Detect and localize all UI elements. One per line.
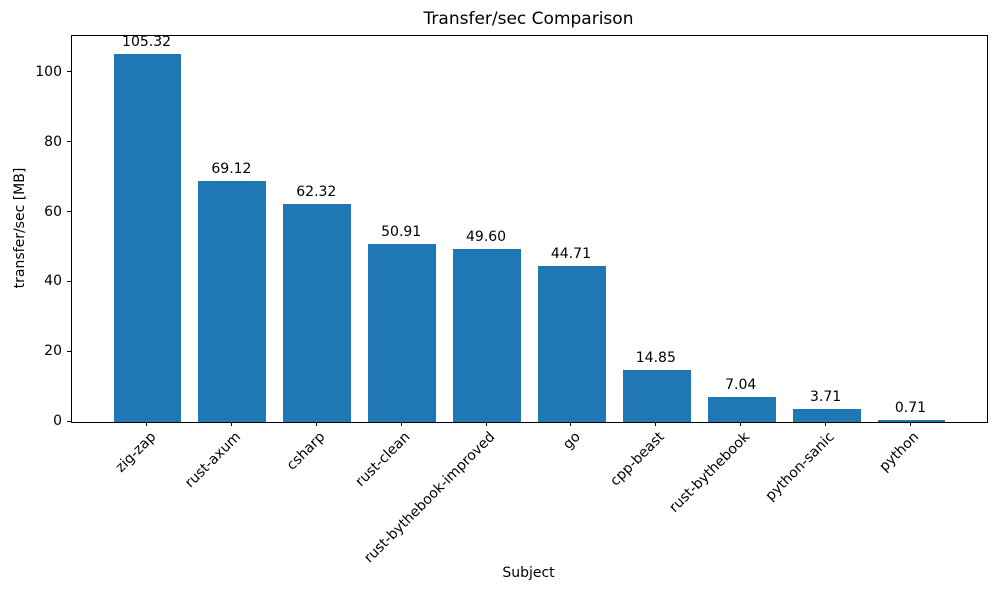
x-tick-mark [655, 422, 657, 426]
y-tick-label: 60 [44, 203, 62, 220]
y-tick-label: 40 [44, 273, 62, 290]
y-axis-label: transfer/sec [MB] [12, 167, 28, 289]
bar-rust-bythebook [707, 397, 776, 422]
plot-area [71, 35, 988, 423]
x-tick-mark [740, 422, 742, 426]
bar-rust-clean [368, 244, 437, 422]
bar-value-label: 14.85 [635, 350, 676, 367]
bar-cpp-beast [622, 370, 691, 422]
bar-rust-axum [198, 180, 267, 422]
bar-value-label: 49.60 [466, 228, 507, 245]
y-tick-label: 0 [53, 413, 62, 429]
x-tick-label-csharp: csharp [284, 429, 329, 474]
y-tick-label: 20 [44, 343, 62, 360]
x-tick-mark [485, 422, 487, 426]
y-tick-mark [67, 420, 71, 422]
x-tick-label-go: go [559, 429, 584, 453]
x-tick-mark [146, 422, 148, 426]
x-tick-label-python-sanic: python-sanic [762, 429, 838, 505]
x-tick-mark [400, 422, 402, 426]
y-tick-mark [67, 141, 71, 143]
bar-value-label: 44.71 [550, 245, 591, 262]
x-tick-mark [909, 422, 911, 426]
x-tick-mark [825, 422, 827, 426]
x-tick-mark [230, 422, 232, 426]
x-tick-label-cpp-beast: cpp-beast [607, 429, 669, 490]
y-tick-mark [67, 350, 71, 352]
y-tick-label: 80 [44, 133, 62, 150]
x-tick-label-python: python [876, 429, 923, 475]
x-tick-label-rust-clean: rust-clean [352, 429, 414, 490]
x-tick-mark [315, 422, 317, 426]
bar-value-label: 3.71 [809, 389, 842, 406]
x-axis-label: Subject [502, 565, 555, 581]
y-tick-label: 100 [35, 63, 62, 80]
x-tick-mark [570, 422, 572, 426]
bar-zig-zap [113, 54, 182, 422]
chart-title: Transfer/sec Comparison [423, 9, 634, 29]
bar-go [537, 265, 606, 422]
y-tick-mark [67, 211, 71, 213]
x-tick-label-rust-axum: rust-axum [181, 429, 244, 492]
bar-value-label: 105.32 [122, 34, 172, 51]
bar-value-label: 50.91 [381, 224, 422, 241]
bar-rust-bythebook-improved [453, 248, 521, 422]
bar-python-sanic [792, 409, 861, 422]
x-tick-label-zig-zap: zig-zap [112, 429, 159, 476]
bar-value-label: 0.71 [894, 399, 927, 416]
y-tick-mark [67, 280, 71, 282]
bar-csharp [283, 204, 352, 422]
x-tick-label-rust-bythebook: rust-bythebook [666, 429, 754, 516]
bar-value-label: 62.32 [296, 184, 337, 201]
bar-value-label: 7.04 [725, 377, 757, 394]
y-tick-mark [67, 71, 71, 73]
bar-value-label: 69.12 [211, 160, 252, 177]
bar-python [877, 419, 946, 422]
